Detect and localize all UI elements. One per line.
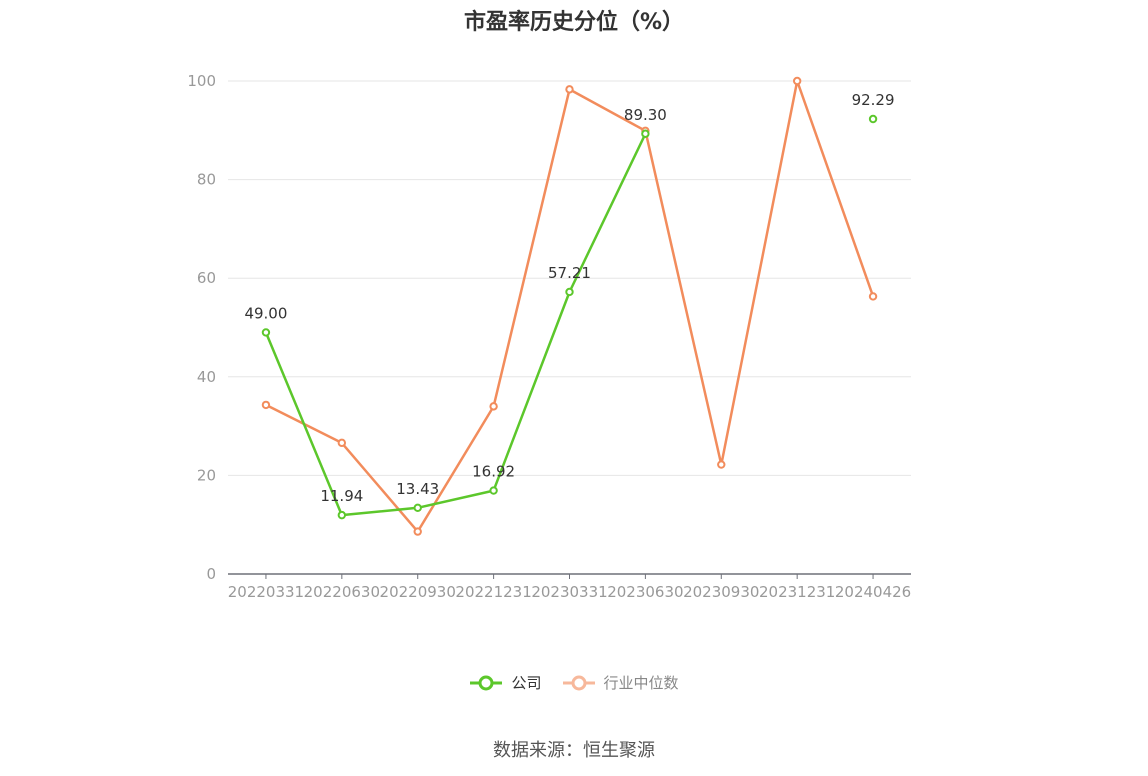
x-tick-label: 20220331 bbox=[228, 583, 304, 601]
data-labels: 49.00 11.94 13.43 16.92 57.21 89.30 92.29 bbox=[244, 91, 894, 505]
x-tick-label: 20230630 bbox=[607, 583, 683, 601]
data-point-1 bbox=[565, 85, 574, 94]
y-tick-label: 20 bbox=[197, 466, 216, 484]
legend-item-industry-median[interactable]: 行业中位数 bbox=[562, 672, 679, 693]
data-point-1 bbox=[337, 438, 347, 448]
data-point-1 bbox=[717, 460, 726, 469]
data-point-0 bbox=[868, 114, 878, 124]
x-tick-label: 20220630 bbox=[304, 583, 380, 601]
data-point-0 bbox=[641, 129, 650, 138]
y-tick-label: 100 bbox=[187, 72, 216, 90]
chart-title: 市盈率历史分位（%） bbox=[463, 10, 685, 35]
legend-marker-company-icon bbox=[470, 675, 503, 690]
legend-item-company[interactable]: 公司 bbox=[469, 672, 542, 693]
x-tick-label: 20220930 bbox=[380, 583, 456, 601]
series-line-0 bbox=[264, 133, 647, 517]
data-point-0 bbox=[565, 287, 574, 297]
data-label: 92.29 bbox=[852, 91, 895, 109]
data-label: 57.21 bbox=[548, 264, 591, 282]
y-tick-label: 60 bbox=[197, 269, 216, 287]
legend-marker-industry-icon bbox=[562, 675, 595, 690]
x-tick-label: 20240426 bbox=[835, 583, 911, 601]
data-label: 49.00 bbox=[244, 304, 287, 322]
x-tick-label: 20231231 bbox=[759, 583, 835, 601]
grid-lines bbox=[228, 80, 911, 476]
data-point-1 bbox=[413, 527, 422, 536]
data-point-0 bbox=[413, 503, 422, 512]
data-label: 89.30 bbox=[624, 106, 667, 124]
x-tick-label: 20221231 bbox=[455, 583, 531, 601]
data-label: 16.92 bbox=[472, 463, 515, 481]
data-source: 数据来源：恒生聚源 bbox=[493, 740, 655, 761]
legend-label-company: 公司 bbox=[511, 674, 542, 692]
data-point-1 bbox=[792, 76, 802, 86]
series-lines bbox=[261, 76, 878, 536]
data-point-1 bbox=[489, 402, 498, 411]
legend: 公司 行业中位数 bbox=[0, 672, 1148, 693]
data-point-1 bbox=[261, 400, 271, 410]
x-tick-label: 20230930 bbox=[683, 583, 759, 601]
data-point-0 bbox=[261, 328, 271, 337]
data-label: 11.94 bbox=[320, 487, 363, 505]
data-point-0 bbox=[489, 486, 498, 495]
line-chart: 0 20 40 60 80 100 20220331 20220630 20220930 2022… bbox=[187, 72, 911, 601]
data-label: 13.43 bbox=[396, 480, 439, 498]
data-point-0 bbox=[337, 510, 347, 520]
y-tick-label: 0 bbox=[206, 565, 216, 583]
series-line-1 bbox=[265, 79, 875, 533]
data-point-1 bbox=[868, 292, 878, 301]
legend-label-industry-median: 行业中位数 bbox=[603, 674, 679, 692]
x-tick-label: 20230331 bbox=[531, 583, 607, 601]
y-tick-label: 80 bbox=[197, 171, 216, 189]
axes: 0 20 40 60 80 100 20220331 20220630 20220930 2022… bbox=[187, 72, 911, 601]
y-tick-label: 40 bbox=[197, 368, 216, 386]
